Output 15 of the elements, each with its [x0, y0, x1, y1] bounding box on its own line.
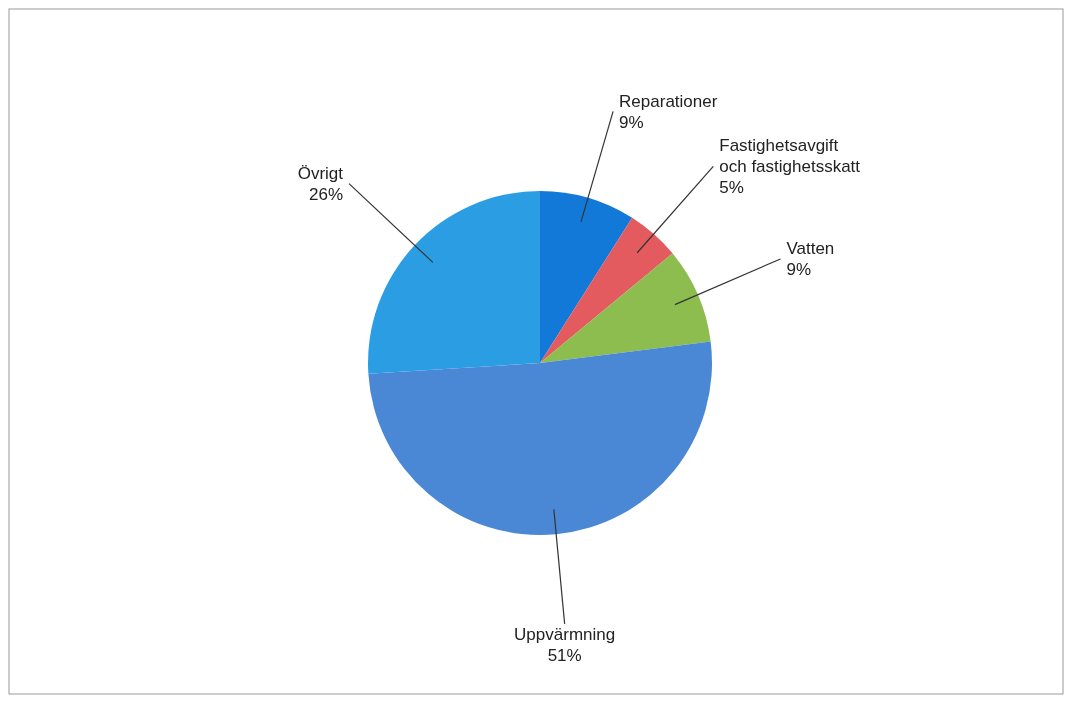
slice-label: Övrigt [297, 164, 344, 184]
slice-label: Reparationer [619, 91, 718, 111]
data-label: 26% [308, 185, 344, 205]
pie-slice [368, 191, 540, 374]
pie-slice [368, 341, 712, 535]
data-label: 9% [619, 112, 644, 132]
pie-slice [540, 217, 673, 363]
slice-label: Fastighetsavgift och fastighetsskatt [719, 136, 861, 177]
data-label: 5% [719, 178, 744, 198]
pie-slice [540, 191, 633, 363]
pie-slice [540, 253, 711, 363]
data-label: 9% [786, 260, 812, 280]
slice-label: Vatten [786, 239, 835, 259]
slice-label: Uppvärmning [514, 624, 616, 644]
data-label: 51% [547, 645, 582, 665]
